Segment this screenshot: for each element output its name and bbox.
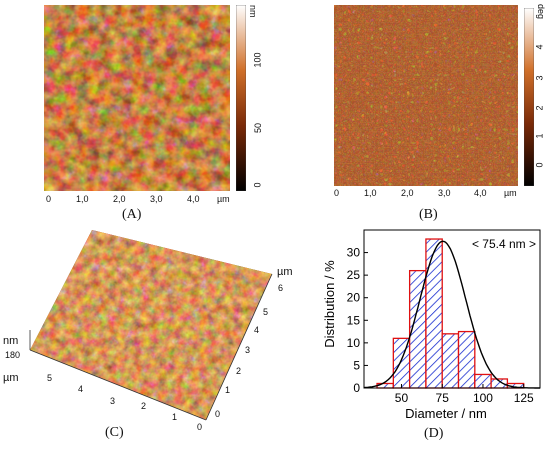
y-tick: 0	[215, 409, 221, 419]
x-tick: 2,0	[401, 188, 414, 198]
z-tick: 180	[5, 350, 21, 360]
y-tick: 3	[245, 345, 251, 355]
x-tick: 1,0	[76, 194, 89, 204]
y-axis-label: Distribution / %	[322, 260, 337, 348]
mean-diameter-annotation: < 75.4 nm >	[472, 237, 536, 251]
colorbar	[236, 5, 246, 191]
colorbar-unit: deg	[536, 4, 546, 20]
colorbar-tick: 100	[252, 52, 263, 68]
histogram-bar	[457, 330, 476, 389]
x-tick: 3,0	[150, 194, 163, 204]
y-tick-label: 25	[347, 268, 361, 282]
y-tick: 1	[225, 385, 231, 395]
colorbar-unit: nm	[248, 5, 258, 18]
plot-frame	[363, 229, 541, 389]
y-tick-label: 0	[353, 381, 360, 395]
x-tick: 3,0	[438, 188, 451, 198]
x-unit: µm	[3, 372, 19, 384]
y-tick-label: 10	[347, 336, 361, 350]
histogram-bar	[441, 333, 460, 389]
panel-label-d: (D)	[424, 426, 444, 441]
panel-label-b: (B)	[419, 207, 438, 222]
y-tick-label: 5	[353, 358, 360, 372]
colorbar-tick: 0	[252, 182, 263, 188]
panel-label-a: (A)	[122, 207, 142, 222]
y-tick: 4	[254, 325, 260, 335]
colorbar-tick: 2	[534, 105, 545, 111]
colorbar-tick: 50	[253, 122, 264, 134]
x-tick: 5	[47, 373, 53, 383]
x-tick: 0	[334, 188, 340, 198]
panel-label-c: (C)	[105, 425, 124, 440]
colorbar-tick: 0	[534, 162, 545, 168]
afm-3d-surface	[29, 230, 273, 421]
x-tick: 0	[46, 194, 52, 204]
y-tick: 2	[236, 366, 242, 376]
x-unit: µm	[504, 188, 517, 198]
x-tick-label: 75	[436, 391, 450, 405]
x-tick: 4	[78, 384, 84, 394]
x-unit: µm	[217, 194, 230, 204]
y-tick: 5	[263, 307, 269, 317]
colorbar-tick: 1	[534, 133, 545, 139]
x-tick: 3	[110, 396, 116, 406]
gaussian-fit-line	[363, 240, 540, 389]
x-axis-label: Diameter / nm	[405, 406, 487, 421]
afm-height-image	[44, 5, 230, 191]
x-tick-label: 50	[395, 391, 409, 405]
x-tick: 2	[141, 401, 147, 411]
y-tick-label: 15	[347, 313, 361, 327]
x-tick: 2,0	[113, 194, 126, 204]
x-tick: 4,0	[187, 194, 200, 204]
colorbar	[524, 8, 534, 186]
histogram-bar	[425, 238, 443, 389]
afm-phase-image	[334, 5, 518, 186]
histogram-chart: 0 5 10 15 20 25 30 50 75 100 125 < 75.4 nm > Distri…	[322, 229, 541, 421]
x-tick: 0	[197, 422, 203, 432]
x-tick: 1,0	[364, 188, 377, 198]
y-tick: 6	[278, 283, 284, 293]
y-unit: µm	[277, 266, 293, 278]
y-tick-label: 20	[347, 291, 361, 305]
x-tick: 4,0	[474, 188, 487, 198]
x-tick: 1	[172, 412, 178, 422]
colorbar-tick: 4	[534, 44, 545, 50]
y-tick-label: 30	[347, 246, 361, 260]
x-tick-label: 100	[473, 391, 493, 405]
x-tick-label: 125	[514, 391, 534, 405]
z-unit: nm	[3, 335, 19, 347]
colorbar-tick: 3	[534, 75, 545, 81]
